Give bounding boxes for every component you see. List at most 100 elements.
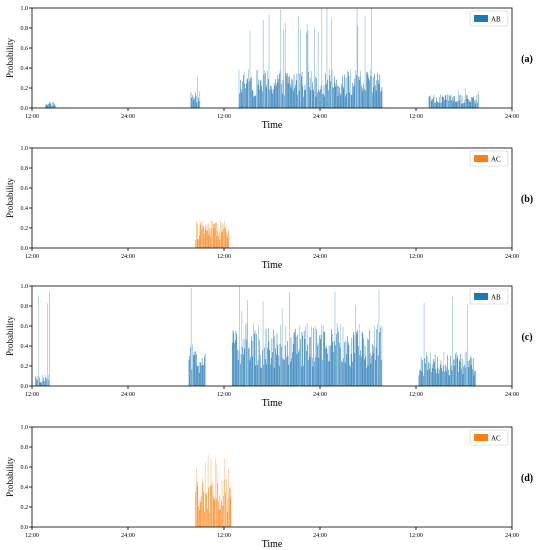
- bar: [190, 92, 192, 108]
- bar: [273, 329, 274, 386]
- bar: [337, 96, 339, 108]
- bar: [244, 83, 246, 108]
- bar: [226, 478, 227, 527]
- bar: [322, 93, 323, 108]
- y-axis-label: Probability: [5, 38, 15, 78]
- bar: [200, 222, 202, 248]
- bar: [359, 76, 361, 108]
- bar: [198, 97, 199, 108]
- bar: [346, 93, 348, 108]
- y-tick-label: 0.6: [21, 46, 29, 52]
- bar: [248, 81, 250, 108]
- bar: [209, 228, 210, 248]
- bar: [251, 340, 253, 386]
- bar: [221, 223, 223, 248]
- legend-box: [469, 10, 509, 27]
- bar: [292, 344, 294, 386]
- bar: [419, 370, 420, 386]
- bar: [201, 229, 202, 248]
- x-axis: 12:00 24:00 12:00 24:00 12:00 24:00: [25, 386, 519, 398]
- bar: [309, 87, 310, 108]
- bar: [455, 101, 456, 108]
- bar: [270, 85, 272, 108]
- bar: [469, 100, 470, 108]
- bar: [194, 98, 195, 108]
- bar: [343, 358, 345, 386]
- bar: [229, 498, 231, 527]
- bar: [426, 351, 427, 386]
- bar: [454, 95, 455, 108]
- bar: [435, 369, 437, 386]
- x-axis: 12:00 24:00 12:00 24:00 12:00 24:00: [25, 527, 519, 539]
- legend-swatch: [474, 15, 488, 22]
- bar: [353, 335, 355, 386]
- bar: [257, 360, 259, 386]
- bar: [306, 350, 307, 386]
- bar: [261, 86, 262, 108]
- bar: [477, 90, 479, 108]
- bar: [338, 86, 339, 108]
- bar: [340, 323, 342, 386]
- bar: [195, 95, 197, 108]
- bar: [362, 333, 364, 386]
- bar: [448, 100, 450, 108]
- bar: [458, 90, 459, 108]
- bar: [253, 323, 254, 386]
- bar: [218, 231, 220, 248]
- bar: [237, 360, 239, 386]
- bar: [234, 340, 236, 386]
- bar: [294, 331, 295, 386]
- bar: [380, 90, 382, 108]
- bar: [215, 222, 217, 248]
- bars: [195, 220, 229, 248]
- bar: [452, 97, 453, 108]
- bar: [240, 79, 241, 108]
- bar: [215, 458, 216, 527]
- bar: [298, 349, 300, 386]
- bar: [372, 343, 373, 386]
- bar: [323, 332, 325, 386]
- bar: [337, 327, 339, 386]
- bar: [279, 73, 280, 108]
- x-tick-label: 24:00: [505, 533, 519, 539]
- bar: [265, 72, 266, 108]
- bar: [52, 105, 54, 108]
- bar: [261, 367, 262, 386]
- bar: [364, 345, 366, 386]
- bar: [289, 361, 291, 386]
- bar: [39, 377, 40, 386]
- bar: [240, 354, 242, 386]
- bar: [378, 84, 380, 108]
- bar: [323, 94, 324, 108]
- bar: [344, 362, 346, 386]
- bar: [339, 347, 341, 386]
- bar: [293, 74, 295, 108]
- bar: [41, 382, 42, 386]
- bar: [349, 92, 350, 108]
- x-tick-label: 24:00: [313, 533, 327, 539]
- bar: [468, 99, 469, 108]
- bars: [45, 8, 480, 109]
- bar: [375, 85, 376, 108]
- bar: [316, 78, 317, 108]
- bar: [342, 326, 344, 386]
- bar: [348, 75, 350, 108]
- bar: [462, 103, 463, 108]
- bar: [460, 94, 461, 108]
- bar: [259, 339, 260, 386]
- bar: [336, 79, 337, 108]
- bar: [376, 80, 378, 108]
- bar: [361, 356, 362, 386]
- bar: [286, 75, 287, 108]
- bar: [331, 329, 332, 386]
- bar: [367, 74, 369, 108]
- x-tick-label: 12:00: [25, 392, 39, 398]
- bar: [249, 30, 251, 108]
- legend-swatch: [474, 155, 488, 162]
- bar: [460, 353, 462, 386]
- bar: [364, 15, 366, 108]
- bar: [422, 359, 423, 386]
- bar: [380, 327, 381, 386]
- bar: [333, 87, 334, 108]
- x-axis: 12:00 24:00 12:00 24:00 12:00 24:00: [25, 108, 519, 120]
